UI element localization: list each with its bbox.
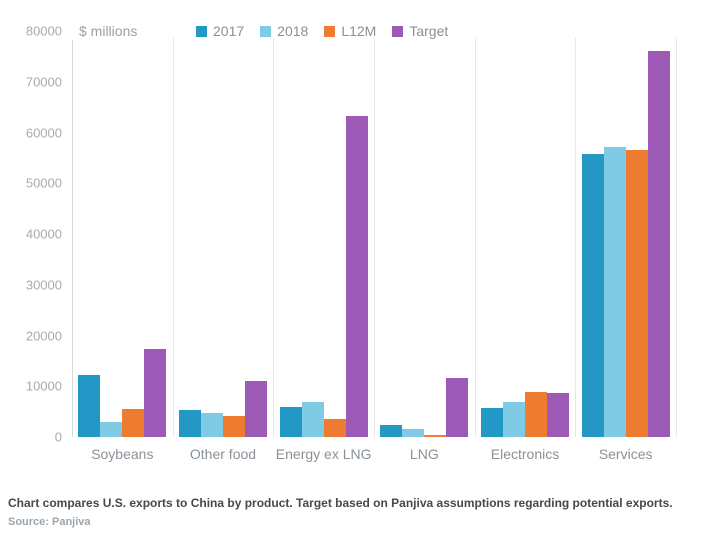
category-label: Services <box>598 446 653 462</box>
y-tick-label: 30000 <box>25 277 62 293</box>
y-tick-label: 10000 <box>25 378 62 394</box>
bar-2017-Other food <box>178 410 201 437</box>
y-tick-label: 80000 <box>25 23 62 39</box>
legend-swatch-icon <box>392 25 404 37</box>
bar-L12M-Services <box>625 150 648 437</box>
bar-Target-Other food <box>244 381 267 437</box>
bar-L12M-Electronics <box>524 392 547 437</box>
legend-label: 2017 <box>213 23 245 39</box>
bar-group-Energy ex LNG <box>273 116 374 437</box>
bar-L12M-Energy ex LNG <box>323 419 346 437</box>
category-label: Soybeans <box>91 446 154 462</box>
category-label: Electronics <box>490 446 560 462</box>
bar-2017-Services <box>581 154 604 437</box>
bar-L12M-Soybeans <box>122 409 145 437</box>
legend-label: Target <box>409 23 449 39</box>
bar-Target-Energy ex LNG <box>345 116 368 437</box>
category-label: Other food <box>189 446 257 462</box>
chart-caption: Chart compares U.S. exports to China by … <box>8 496 673 510</box>
legend-label: 2018 <box>277 23 309 39</box>
y-tick-label: 0 <box>54 429 62 445</box>
bar-L12M-Other food <box>222 416 245 437</box>
category-separator-line <box>676 38 677 437</box>
category-label: Energy ex LNG <box>275 446 372 462</box>
category-separator-line <box>273 38 275 437</box>
legend-swatch-icon <box>196 25 207 37</box>
category-label: LNG <box>409 446 439 462</box>
legend-swatch-icon <box>324 25 336 37</box>
y-tick-label: 50000 <box>25 175 62 191</box>
bar-2018-Services <box>603 147 626 437</box>
bar-2018-Energy ex LNG <box>301 402 324 437</box>
legend-label: L12M <box>341 23 377 39</box>
bar-2017-Soybeans <box>78 375 101 437</box>
bar-group-Other food <box>173 381 274 437</box>
legend-swatch-icon <box>260 25 272 37</box>
bar-group-LNG <box>374 378 475 437</box>
chart-source: Source: Panjiva <box>8 516 91 528</box>
bar-Target-Electronics <box>546 393 569 437</box>
y-axis-line <box>72 40 73 437</box>
category-separator-line <box>172 38 174 437</box>
bar-2017-Energy ex LNG <box>279 407 302 437</box>
bar-2018-Soybeans <box>100 422 123 437</box>
category-separator-line <box>374 38 375 437</box>
bar-Target-Soybeans <box>144 349 167 437</box>
bar-2017-LNG <box>380 425 403 437</box>
bar-Target-LNG <box>446 378 469 437</box>
bar-group-Electronics <box>475 392 576 437</box>
y-axis-unit-label: $ millions <box>79 23 138 39</box>
category-separator-line <box>474 38 476 437</box>
y-tick-label: 40000 <box>25 226 62 242</box>
bar-2018-Electronics <box>502 402 525 437</box>
legend-item-Target: Target <box>392 23 448 39</box>
legend: 2017 2018 L12M Target <box>196 23 448 39</box>
legend-item-L12M: L12M <box>324 23 376 39</box>
bar-group-Soybeans <box>72 349 173 437</box>
legend-item-2018: 2018 <box>260 23 308 39</box>
bar-2017-Electronics <box>480 408 503 437</box>
bar-2018-Other food <box>200 413 223 437</box>
category-separator-line <box>575 38 577 437</box>
y-tick-label: 20000 <box>25 328 62 343</box>
bar-2018-LNG <box>402 429 425 437</box>
y-tick-label: 60000 <box>25 125 62 140</box>
bar-Target-Services <box>647 51 670 437</box>
y-tick-label: 70000 <box>25 74 62 90</box>
bar-L12M-LNG <box>424 435 447 437</box>
bar-group-Services <box>575 51 676 437</box>
legend-item-2017: 2017 <box>196 23 244 39</box>
